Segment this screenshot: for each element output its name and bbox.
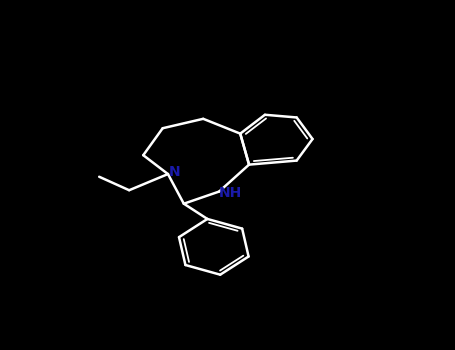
Text: NH: NH <box>219 186 242 200</box>
Text: N: N <box>168 165 180 179</box>
